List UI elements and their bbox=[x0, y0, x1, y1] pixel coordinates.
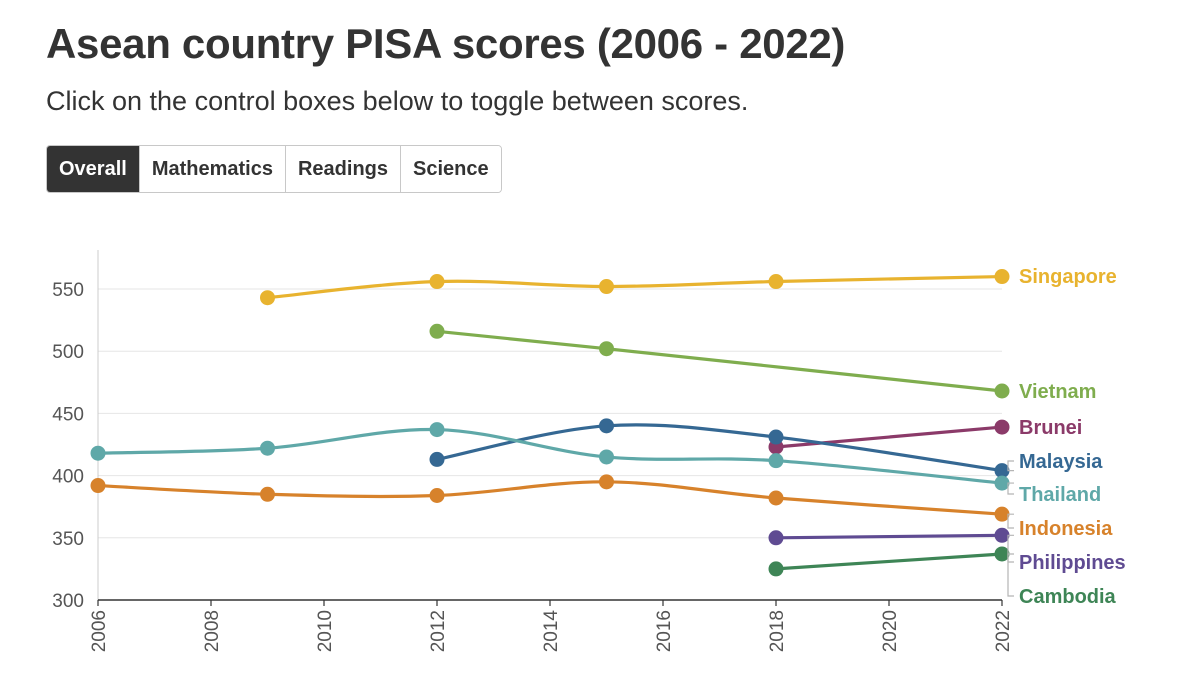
data-point-thailand-2022 bbox=[994, 475, 1010, 491]
data-point-indonesia-2012 bbox=[429, 488, 445, 504]
y-tick-label-350: 350 bbox=[52, 529, 84, 550]
series-thailand bbox=[90, 422, 1010, 491]
series-label-philippines: Philippines bbox=[1019, 552, 1126, 574]
data-point-singapore-2015 bbox=[599, 279, 614, 295]
series-label-brunei: Brunei bbox=[1019, 417, 1082, 439]
series-label-indonesia: Indonesia bbox=[1019, 518, 1113, 540]
data-point-indonesia-2018 bbox=[768, 490, 784, 506]
data-point-singapore-2009 bbox=[260, 290, 275, 306]
series-line-thailand bbox=[96, 427, 1004, 485]
series-group bbox=[90, 269, 1010, 577]
score-toggle-controls: Overall Mathematics Readings Science bbox=[46, 145, 502, 193]
data-point-thailand-2006 bbox=[90, 445, 106, 461]
grid-lines bbox=[98, 288, 1002, 539]
data-point-indonesia-2006 bbox=[90, 478, 106, 494]
series-line-vietnam bbox=[435, 329, 1004, 393]
x-tick-label-2008: 2008 bbox=[202, 610, 223, 652]
series-brunei bbox=[768, 419, 1010, 455]
label-connector-indonesia bbox=[1007, 513, 1014, 529]
y-tick-label-400: 400 bbox=[52, 467, 84, 488]
data-point-vietnam-2022 bbox=[994, 383, 1010, 399]
series-philippines bbox=[768, 527, 1010, 546]
axes: 300 350 400 450 500 550 2006 2008 2010 2012 2014 20… bbox=[52, 250, 1014, 652]
data-point-thailand-2009 bbox=[260, 440, 275, 456]
data-point-singapore-2022 bbox=[994, 269, 1010, 285]
data-point-vietnam-2015 bbox=[599, 341, 614, 357]
data-point-thailand-2012 bbox=[429, 422, 445, 438]
series-line-malaysia bbox=[435, 423, 1004, 473]
data-point-singapore-2012 bbox=[429, 274, 445, 290]
x-tick-label-2020: 2020 bbox=[880, 610, 901, 652]
series-label-singapore: Singapore bbox=[1019, 266, 1117, 288]
series-label-cambodia: Cambodia bbox=[1019, 586, 1117, 608]
x-tick-label-2018: 2018 bbox=[767, 610, 788, 652]
x-tick-label-2006: 2006 bbox=[89, 610, 110, 652]
mathematics-button[interactable]: Mathematics bbox=[139, 146, 286, 192]
series-line-philippines bbox=[774, 533, 1004, 540]
x-tick-label-2010: 2010 bbox=[315, 610, 336, 652]
series-line-brunei bbox=[774, 425, 1004, 449]
data-point-brunei-2022 bbox=[994, 419, 1010, 435]
series-malaysia bbox=[429, 418, 1010, 479]
series-label-vietnam: Vietnam bbox=[1019, 381, 1096, 403]
label-connector-thailand bbox=[1007, 482, 1014, 495]
data-point-malaysia-2022 bbox=[994, 463, 1010, 479]
data-point-indonesia-2015 bbox=[599, 474, 614, 490]
label-connector-cambodia bbox=[1007, 553, 1014, 597]
y-tick-label-550: 550 bbox=[52, 280, 84, 301]
x-tick-label-2022: 2022 bbox=[993, 610, 1014, 652]
data-point-thailand-2015 bbox=[599, 449, 614, 465]
series-line-singapore bbox=[265, 274, 1004, 300]
series-label-malaysia: Malaysia bbox=[1019, 451, 1103, 473]
overall-button[interactable]: Overall bbox=[47, 146, 140, 192]
data-point-philippines-2018 bbox=[768, 530, 784, 546]
series-labels: Singapore Vietnam Brunei Malaysia Thailand In… bbox=[1007, 266, 1126, 608]
chart-subtitle: Click on the control boxes below to togg… bbox=[46, 86, 749, 116]
chart-title: Asean country PISA scores (2006 - 2022) bbox=[46, 20, 846, 67]
data-point-singapore-2018 bbox=[768, 274, 784, 290]
readings-button[interactable]: Readings bbox=[285, 146, 402, 192]
data-point-vietnam-2012 bbox=[429, 323, 445, 339]
label-connector-malaysia bbox=[1007, 460, 1014, 472]
series-label-thailand: Thailand bbox=[1019, 484, 1101, 506]
data-point-indonesia-2022 bbox=[994, 506, 1010, 522]
y-tick-label-300: 300 bbox=[52, 591, 84, 612]
y-tick-label-450: 450 bbox=[52, 404, 84, 425]
data-point-malaysia-2012 bbox=[429, 451, 445, 467]
x-tick-label-2014: 2014 bbox=[541, 610, 562, 653]
data-point-cambodia-2018 bbox=[768, 561, 784, 577]
y-tick-label-500: 500 bbox=[52, 342, 84, 363]
data-point-malaysia-2018 bbox=[768, 429, 784, 445]
series-line-cambodia bbox=[774, 552, 1004, 571]
x-tick-label-2012: 2012 bbox=[428, 610, 449, 652]
series-cambodia bbox=[768, 546, 1010, 577]
series-singapore bbox=[260, 269, 1010, 306]
data-point-cambodia-2022 bbox=[994, 546, 1010, 562]
series-line-indonesia bbox=[96, 480, 1004, 516]
series-vietnam bbox=[429, 323, 1010, 399]
label-connector-philippines bbox=[1007, 534, 1014, 563]
x-tick-label-2016: 2016 bbox=[654, 610, 675, 652]
data-point-indonesia-2009 bbox=[260, 486, 275, 502]
data-point-malaysia-2015 bbox=[599, 418, 614, 434]
data-point-philippines-2022 bbox=[994, 527, 1010, 543]
data-point-thailand-2018 bbox=[768, 453, 784, 469]
science-button[interactable]: Science bbox=[401, 146, 501, 192]
series-indonesia bbox=[90, 474, 1010, 522]
